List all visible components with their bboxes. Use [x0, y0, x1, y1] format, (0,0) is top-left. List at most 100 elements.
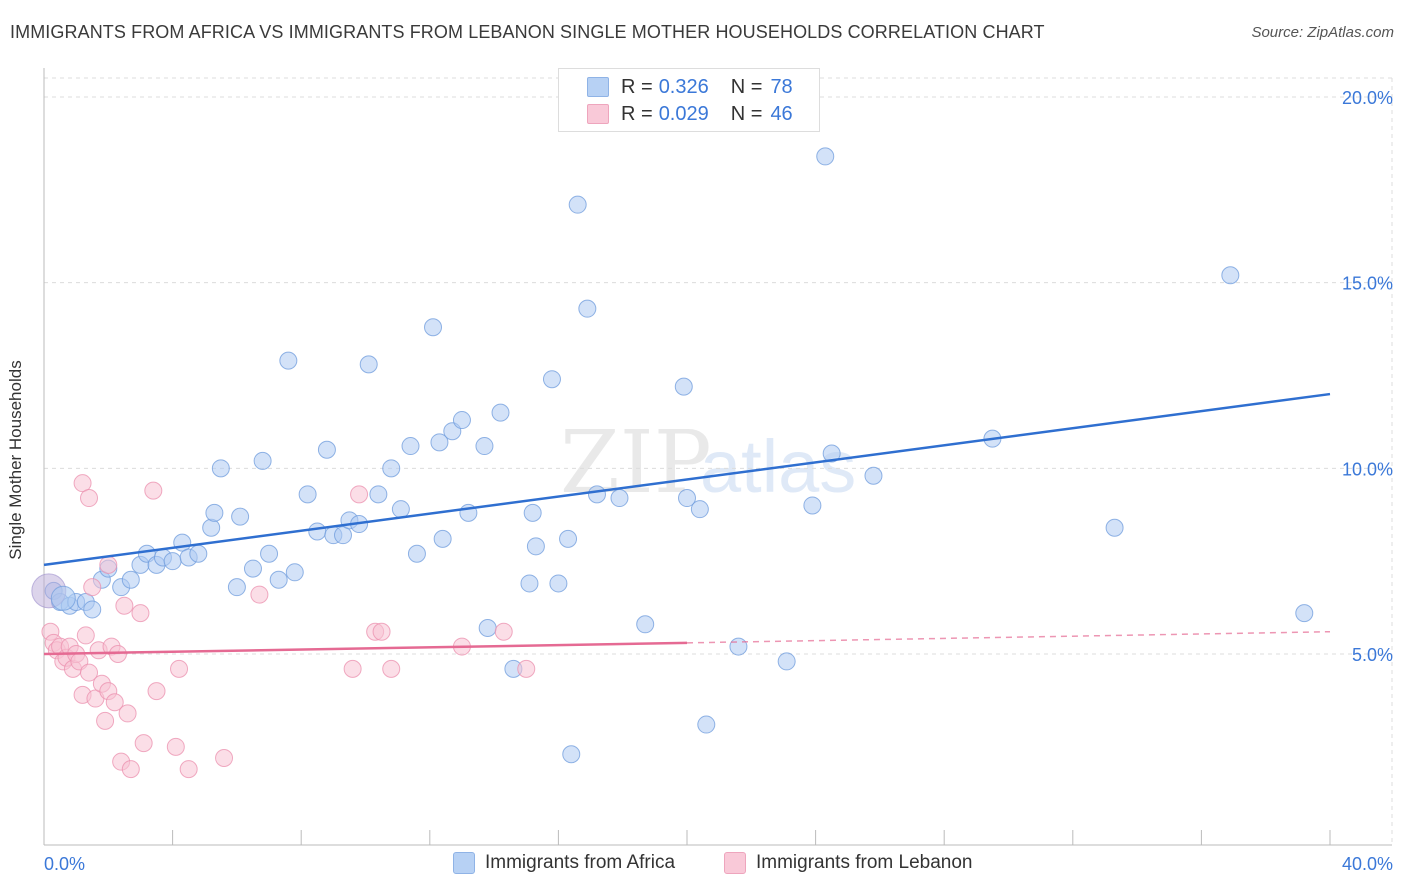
n-label: N = [730, 75, 763, 98]
data-point-lebanon [80, 489, 99, 508]
data-point-africa [401, 437, 420, 456]
data-point-africa [610, 489, 629, 508]
legend-swatch-lebanon [724, 852, 746, 874]
data-point-africa [205, 503, 224, 522]
data-point-africa [690, 500, 709, 519]
data-point-africa [298, 485, 317, 504]
data-point-lebanon [170, 659, 189, 678]
data-point-africa [231, 507, 250, 526]
trend-line-africa [43, 392, 1331, 567]
data-point-africa [526, 537, 545, 556]
trend-line-lebanon [43, 641, 688, 656]
data-point-africa [678, 489, 696, 508]
data-point-africa [227, 578, 246, 597]
data-point-lebanon [144, 481, 163, 500]
data-point-africa [523, 503, 542, 522]
data-point-africa [562, 745, 581, 764]
n-label: N = [730, 102, 763, 125]
data-point-lebanon [73, 474, 92, 493]
data-point-lebanon [517, 659, 536, 678]
data-point-lebanon [118, 704, 137, 723]
data-point-lebanon [105, 693, 124, 712]
data-point-africa [260, 544, 279, 563]
x-tick-label: 0.0% [44, 854, 85, 874]
r-value: 0.326 [658, 75, 709, 98]
data-point-africa [317, 440, 336, 459]
data-point-africa [83, 600, 102, 619]
data-point-africa [1295, 604, 1314, 623]
data-point-lebanon [343, 659, 362, 678]
data-point-africa [520, 574, 539, 593]
data-point-africa [253, 451, 272, 470]
data-point-africa [433, 529, 452, 548]
data-point-africa [587, 485, 606, 504]
data-point-lebanon [494, 622, 513, 641]
data-point-africa [475, 437, 494, 456]
data-point-lebanon [99, 555, 118, 574]
data-point-lebanon [83, 578, 102, 597]
data-point-africa [777, 652, 796, 671]
data-point-africa [491, 403, 510, 422]
stats-legend-row-lebanon: R = 0.029 N = 46 [587, 101, 793, 127]
x-tick-label: 40.0% [1342, 854, 1393, 874]
data-point-africa [822, 444, 841, 463]
data-point-africa [424, 318, 443, 337]
data-point-africa [308, 522, 327, 541]
n-value: 46 [770, 102, 793, 125]
x-tick-labels: 0.0% 40.0% [44, 854, 1393, 874]
data-point-africa [674, 377, 693, 396]
data-point-africa [478, 619, 497, 638]
r-label: R = [621, 75, 653, 98]
legend-label-lebanon: Immigrants from Lebanon [756, 852, 973, 873]
data-point-africa [333, 526, 352, 545]
data-point-africa [430, 433, 449, 452]
data-point-africa [279, 351, 298, 370]
data-point-lebanon [96, 711, 115, 730]
series-legend: Immigrants from Africa Immigrants from L… [0, 852, 1406, 878]
data-point-africa [211, 459, 230, 478]
data-point-africa [407, 544, 426, 563]
r-value: 0.029 [658, 102, 709, 125]
data-point-africa [1221, 266, 1240, 285]
y-tick-label: 10.0% [1342, 459, 1393, 479]
data-point-lebanon [147, 682, 166, 701]
legend-swatch-africa [453, 852, 475, 874]
trend-line-lebanon-extension [686, 630, 1331, 644]
data-point-africa [542, 370, 561, 389]
stats-legend: R = 0.326 N = 78 R = 0.029 N = 46 [558, 68, 820, 132]
data-point-africa [1105, 518, 1124, 537]
stats-legend-row-africa: R = 0.326 N = 78 [587, 74, 793, 100]
data-point-africa [636, 615, 655, 634]
y-tick-labels: 5.0% 10.0% 15.0% 20.0% [1342, 88, 1393, 665]
data-point-africa [729, 637, 748, 656]
data-point-lebanon [131, 604, 150, 623]
data-point-lebanon [80, 663, 99, 682]
data-point-africa [121, 570, 140, 589]
series-africa-points [31, 147, 1314, 764]
data-point-africa [269, 570, 288, 589]
r-label: R = [621, 102, 653, 125]
data-point-lebanon [179, 760, 198, 779]
data-point-africa [578, 299, 597, 318]
chart-title: IMMIGRANTS FROM AFRICA VS IMMIGRANTS FRO… [10, 22, 1045, 42]
data-point-lebanon [166, 737, 185, 756]
data-point-africa [202, 518, 221, 537]
data-point-cluster [50, 585, 76, 611]
data-point-lebanon [372, 622, 391, 641]
data-point-africa [864, 466, 883, 485]
data-point-africa [568, 195, 587, 214]
data-point-lebanon [134, 734, 153, 753]
data-point-africa [369, 485, 388, 504]
data-point-africa [697, 715, 716, 734]
axes [43, 68, 1392, 846]
data-point-africa [382, 459, 401, 478]
data-point-africa [803, 496, 822, 515]
data-point-lebanon [115, 596, 134, 615]
data-point-africa [816, 147, 835, 166]
data-point-lebanon [382, 659, 401, 678]
y-tick-label: 15.0% [1342, 274, 1393, 294]
series-lebanon-points [41, 474, 536, 779]
legend-item-lebanon: Immigrants from Lebanon [724, 852, 973, 874]
data-point-lebanon [215, 748, 234, 767]
